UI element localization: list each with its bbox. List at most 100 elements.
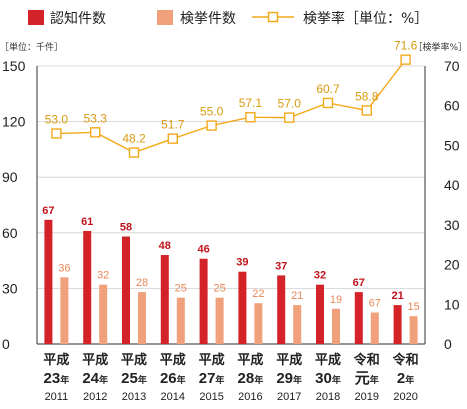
left-axis-unit: ［単位：千件］ xyxy=(0,41,63,53)
x-label-year: 2018 xyxy=(316,391,340,403)
x-label-era: 平成 xyxy=(276,352,302,368)
rate-point xyxy=(167,133,179,144)
bar-label-recognized: 58 xyxy=(120,222,132,234)
bar-recognized xyxy=(199,258,208,344)
x-label-era: 平成 xyxy=(160,352,186,368)
x-label-year-number: 23年 xyxy=(44,370,70,387)
bar-recognized xyxy=(354,292,363,344)
bar-label-recognized: 37 xyxy=(275,260,287,272)
x-label-year: 2012 xyxy=(83,391,107,403)
x-label-year: 2013 xyxy=(122,391,146,403)
bar-cleared xyxy=(215,297,224,344)
bar-label-cleared: 25 xyxy=(175,283,187,295)
rate-label: 60.7 xyxy=(316,82,340,96)
bar-cleared xyxy=(138,292,146,344)
rate-line: 53.0 53.3 48.2 51.7 55.0 57.1 57.0 60.7 58.8 71.6 xyxy=(45,39,418,158)
bar-label-recognized: 67 xyxy=(42,205,54,217)
x-label-year-number: 27年 xyxy=(199,370,225,387)
bar-label-cleared: 22 xyxy=(252,288,264,300)
x-label-era: 令和 xyxy=(354,352,380,368)
right-axis-tick-label: 60 xyxy=(444,98,460,114)
bar-cleared xyxy=(99,284,108,344)
bar-label-cleared: 36 xyxy=(58,262,70,274)
bar-label-cleared: 15 xyxy=(407,301,419,313)
x-label-era: 令和 xyxy=(393,352,419,368)
right-axis-unit: ［検挙率%］ xyxy=(413,41,467,53)
bar-cleared xyxy=(409,316,418,344)
bar-label-recognized: 67 xyxy=(353,277,365,289)
bar-label-recognized: 48 xyxy=(159,240,171,252)
rate-label: 58.8 xyxy=(355,89,379,103)
rate-point xyxy=(206,120,217,131)
rate-label: 71.6 xyxy=(394,39,418,53)
x-label-year: 2015 xyxy=(199,391,223,403)
bar-label-cleared: 28 xyxy=(136,277,148,289)
left-axis-tick-label: 120 xyxy=(2,114,26,130)
legend-swatch-recognized xyxy=(28,10,44,25)
bar-label-recognized: 61 xyxy=(81,216,93,228)
rate-point xyxy=(322,97,334,109)
rate-point xyxy=(400,54,411,65)
rate-label: 57.1 xyxy=(239,96,263,110)
left-axis-tick-label: 90 xyxy=(2,169,18,185)
x-label-era: 平成 xyxy=(82,352,108,368)
right-axis-tick-label: 10 xyxy=(444,296,460,312)
bar-label-recognized: 21 xyxy=(391,290,403,302)
bar-cleared xyxy=(332,308,340,344)
x-label-year: 2014 xyxy=(161,391,185,403)
x-label-era: 平成 xyxy=(199,352,225,368)
x-label-year-number: 29年 xyxy=(276,370,302,387)
bar-cleared xyxy=(254,303,263,344)
bar-label-cleared: 32 xyxy=(97,270,109,282)
legend-swatch-cleared xyxy=(157,10,173,25)
x-label-year: 2016 xyxy=(238,391,262,403)
x-label-year: 2011 xyxy=(45,391,69,403)
right-axis-tick-label: 40 xyxy=(444,177,460,193)
x-label-year-number: 30年 xyxy=(315,370,341,387)
bar-label-recognized: 32 xyxy=(314,270,326,282)
rate-label: 53.3 xyxy=(84,111,108,125)
bar-recognized xyxy=(83,230,92,344)
bar-cleared xyxy=(293,305,302,344)
right-axis-tick-label: 50 xyxy=(444,137,460,153)
rate-point xyxy=(284,112,295,123)
x-label-year: 2020 xyxy=(393,391,417,403)
bar-recognized xyxy=(238,271,247,344)
x-label-year-number: 25年 xyxy=(121,370,147,387)
bar-label-cleared: 19 xyxy=(330,294,342,306)
rate-label: 51.7 xyxy=(161,118,185,132)
bar-recognized xyxy=(122,236,130,344)
rate-point xyxy=(89,127,101,138)
bar-recognized xyxy=(393,305,402,344)
legend-marker-rate xyxy=(267,11,279,23)
right-axis-tick-label: 20 xyxy=(444,257,460,273)
right-axis-tick-label: 0 xyxy=(444,336,452,352)
left-axis-ticks: 150 120 90 60 30 0 xyxy=(2,58,26,352)
bar-label-recognized: 39 xyxy=(236,257,248,269)
left-axis-tick-label: 60 xyxy=(2,225,18,241)
x-label-year-number: 24年 xyxy=(82,370,108,387)
right-axis-tick-label: 30 xyxy=(444,217,460,233)
x-label-year: 2019 xyxy=(355,391,379,403)
legend-label-rate: 検挙率［単位：%］ xyxy=(303,10,428,27)
x-label-year-number: 2年 xyxy=(397,370,414,387)
rate-point xyxy=(245,112,256,123)
bar-recognized xyxy=(316,284,324,344)
x-axis-labels: 平成 23年 2011 平成 24年 2012 平成 25年 2013 平成 26年 2014 平成 27… xyxy=(43,352,418,403)
bar-labels: 67 36 61 32 58 28 48 25 46 25 39 22 37 21 32 19 67 67 21 15 xyxy=(42,205,419,313)
x-label-year-number: 元年 xyxy=(355,370,379,387)
left-axis-tick-label: 0 xyxy=(2,336,10,352)
legend-label-cleared: 検挙件数 xyxy=(180,11,236,27)
rate-label: 53.0 xyxy=(45,113,69,127)
rate-label: 55.0 xyxy=(200,105,224,119)
bar-label-cleared: 25 xyxy=(213,283,225,295)
x-label-era: 平成 xyxy=(237,352,263,368)
bar-recognized xyxy=(277,275,286,344)
rate-label: 48.2 xyxy=(122,132,146,146)
x-label-year-number: 26年 xyxy=(160,370,186,387)
bar-cleared xyxy=(60,277,69,344)
left-axis-tick-label: 30 xyxy=(2,280,18,296)
bar-cleared xyxy=(370,312,379,344)
x-label-year-number: 28年 xyxy=(238,370,264,387)
